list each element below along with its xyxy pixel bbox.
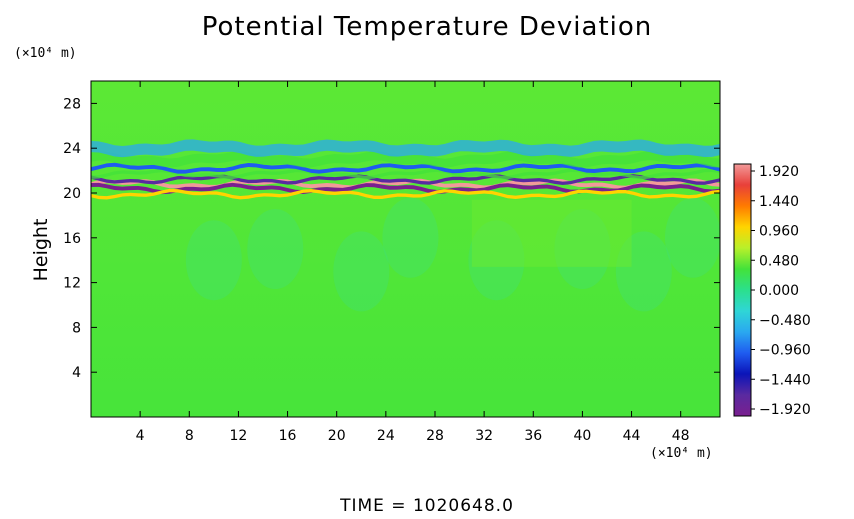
x-tick-label: 36: [524, 428, 542, 444]
x-tick-label: 28: [426, 428, 444, 444]
x-tick-label: 4: [136, 428, 145, 444]
chart-title: Potential Temperature Deviation: [201, 12, 653, 42]
y-tick-label: 8: [72, 320, 81, 336]
colorbar-label: −0.960: [759, 343, 811, 359]
field-layer: [91, 182, 720, 195]
colorbar-label: 0.000: [759, 283, 799, 299]
x-tick-label: 8: [185, 428, 194, 444]
field-plume: [382, 197, 439, 278]
x-tick-label: 20: [328, 428, 346, 444]
colorbar-label: 1.440: [759, 194, 799, 210]
y-tick-label: 16: [63, 231, 81, 247]
field-layer: [91, 139, 720, 158]
y-tick-label: 28: [63, 96, 81, 112]
colorbar: [733, 163, 752, 417]
field-plume: [185, 220, 242, 301]
field-plume: [333, 231, 390, 312]
colorbar-label: −1.920: [759, 402, 811, 418]
y-axis-unit: (×10⁴ m): [14, 46, 77, 61]
colorbar-label: 0.960: [759, 224, 799, 240]
x-axis-unit: (×10⁴ m): [650, 446, 713, 461]
colorbar-label: 1.920: [759, 164, 799, 180]
field-layer: [91, 174, 720, 185]
x-tick-label: 16: [279, 428, 297, 444]
x-tick-label: 24: [377, 428, 395, 444]
field-plume: [664, 197, 720, 278]
time-label: TIME = 1020648.0: [340, 496, 514, 516]
field-layer: [91, 188, 720, 200]
colorbar-label: −1.440: [759, 372, 811, 388]
y-tick-label: 12: [63, 276, 81, 292]
x-tick-label: 44: [623, 428, 641, 444]
x-tick-label: 40: [573, 428, 591, 444]
field-layer: [91, 168, 720, 180]
field-patch: [471, 199, 632, 267]
y-tick-label: 4: [72, 365, 81, 381]
y-tick-label: 20: [63, 186, 81, 202]
y-axis-label: Height: [30, 219, 52, 282]
x-tick-label: 48: [672, 428, 690, 444]
x-tick-label: 32: [475, 428, 493, 444]
y-tick-label: 24: [63, 141, 81, 157]
colorbar-label: −0.480: [759, 313, 811, 329]
field-layer: [91, 162, 720, 174]
x-tick-label: 12: [230, 428, 248, 444]
colorbar-label: 0.480: [759, 253, 799, 269]
field-plume: [247, 209, 304, 289]
plot-frame: [90, 80, 721, 418]
